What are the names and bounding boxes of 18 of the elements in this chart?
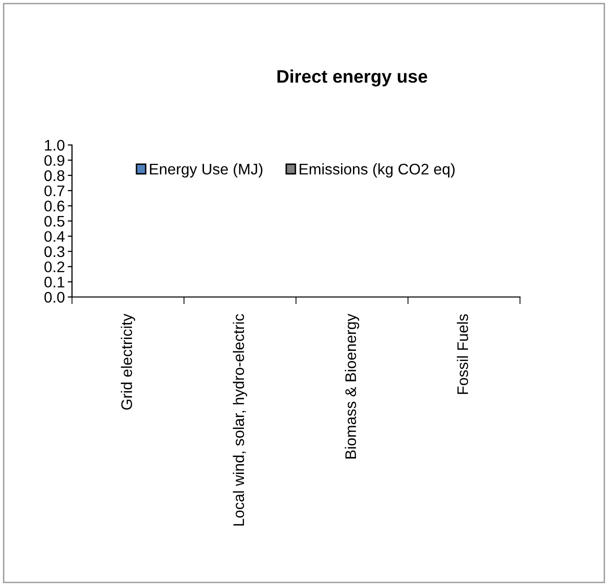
y-tick-label: 1.0 [44,140,64,151]
legend-label: Energy Use (MJ) [150,163,262,178]
y-tick-label: 0.3 [44,246,64,258]
y-tick-label: 0.6 [44,200,64,212]
y-tick-label: 0.8 [44,170,64,182]
y-tick-label: 0.9 [44,155,64,166]
x-tick-label: Biomass & Bioenergy [344,314,360,458]
y-tick-label: 0.2 [44,261,64,272]
chart-title: Direct energy use [277,70,428,86]
legend-label: Emissions (kg CO2 eq) [300,163,455,178]
x-tick-label: Local wind, solar, hydro-electric [232,314,248,526]
x-tick-label: Grid electricity [120,314,136,410]
x-tick-label: Fossil Fuels [456,314,468,394]
y-tick-label: 0.1 [44,276,64,288]
y-tick-label: 0.4 [44,231,65,242]
y-tick-label: 0.5 [44,216,64,227]
y-tick-label: 0.7 [44,185,64,196]
y-tick-label: 0.0 [44,292,64,303]
